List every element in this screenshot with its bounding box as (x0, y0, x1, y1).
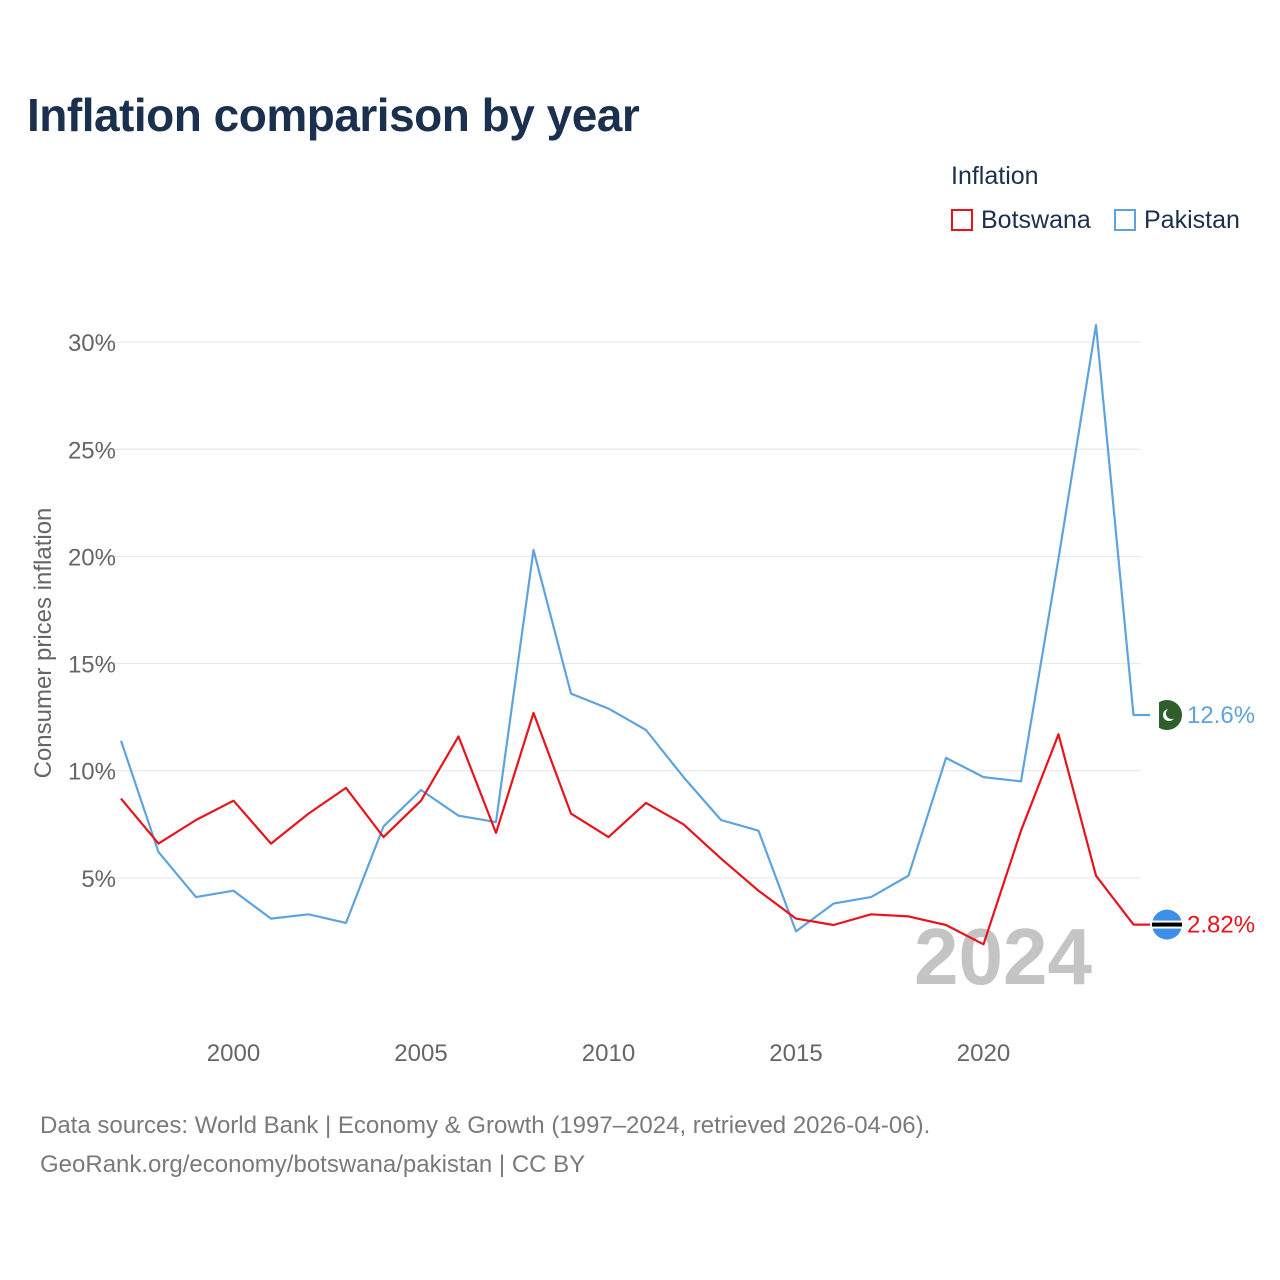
series-line-botswana (120, 711, 1150, 946)
flag-white-stripe (1152, 700, 1159, 730)
x-tick-label: 2010 (582, 1040, 635, 1067)
y-tick-label: 20% (68, 544, 116, 571)
legend-swatch-botswana (951, 209, 973, 231)
pakistan-flag-icon (1152, 700, 1182, 730)
x-axis-ticks: 2000 2005 2010 2015 2020 (207, 1040, 1010, 1067)
y-axis-label: Consumer prices inflation (30, 508, 57, 779)
chart-title: Inflation comparison by year (27, 89, 640, 141)
gridlines (96, 341, 1141, 879)
year-watermark: 2024 (914, 912, 1092, 1001)
flag-crescent-inner (1166, 708, 1177, 719)
legend-item-botswana[interactable]: Botswana (951, 205, 1091, 235)
series-line-pakistan (119, 323, 1150, 933)
x-tick-label: 2015 (769, 1040, 822, 1067)
end-label-pakistan: 12.6% (1187, 702, 1255, 729)
source-note: Data sources: World Bank | Economy & Gro… (40, 1106, 930, 1184)
legend-item-pakistan[interactable]: Pakistan (1114, 205, 1240, 235)
y-tick-label: 30% (68, 330, 116, 357)
botswana-flag-icon (1152, 909, 1182, 940)
flag-black-band (1152, 922, 1182, 927)
legend-title: Inflation (951, 162, 1039, 190)
y-tick-label: 10% (68, 759, 116, 786)
source-line-2: GeoRank.org/economy/botswana/pakistan | … (40, 1151, 586, 1178)
end-label-botswana: 2.82% (1187, 912, 1255, 939)
legend-label-pakistan: Pakistan (1144, 205, 1240, 234)
y-tick-label: 5% (81, 866, 116, 893)
line-chart: 5% 10% 15% 20% 25% 30% 2000 2005 2010 2015 2020 C… (30, 323, 1255, 1067)
legend-swatch-pakistan (1114, 209, 1136, 231)
series-lines (119, 323, 1150, 946)
end-labels: 12.6% 2.82% (1152, 700, 1255, 940)
x-tick-label: 2020 (957, 1040, 1010, 1067)
y-tick-label: 15% (68, 652, 116, 679)
y-axis-ticks: 5% 10% 15% 20% 25% 30% (68, 330, 116, 893)
legend-label-botswana: Botswana (981, 205, 1091, 234)
x-tick-label: 2000 (207, 1040, 260, 1067)
x-tick-label: 2005 (394, 1040, 447, 1067)
y-tick-label: 25% (68, 437, 116, 464)
source-line-1: Data sources: World Bank | Economy & Gro… (40, 1112, 931, 1139)
